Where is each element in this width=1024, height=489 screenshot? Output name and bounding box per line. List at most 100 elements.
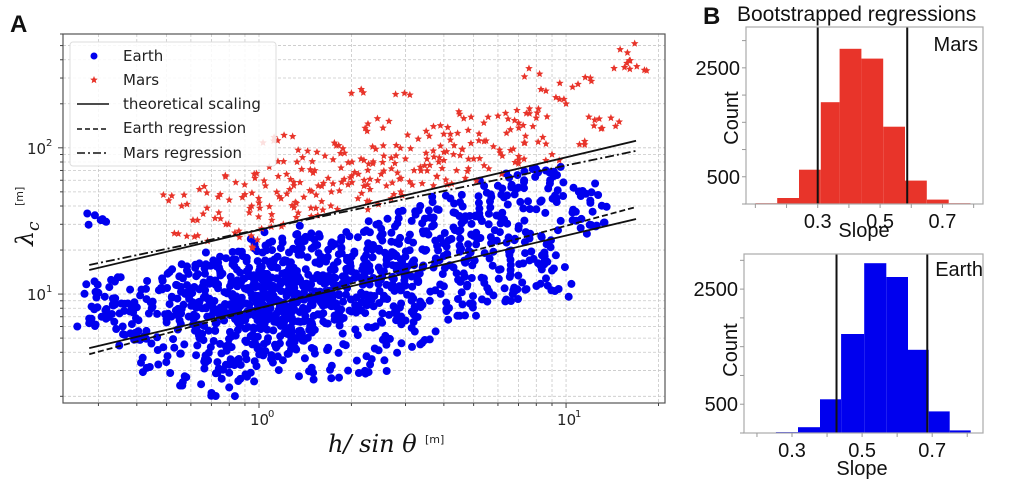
mars-point <box>307 187 316 195</box>
mars-point <box>464 126 472 134</box>
earth-point <box>227 343 236 352</box>
earth-point <box>362 226 371 235</box>
mars-point <box>312 204 320 212</box>
mars-point <box>525 104 534 112</box>
earth-point <box>163 352 172 361</box>
earth-point <box>301 232 310 241</box>
earth-point <box>478 295 486 304</box>
mars-point <box>422 127 430 135</box>
earth-point <box>588 207 597 216</box>
mars-point <box>387 164 396 172</box>
earth-histogram-bar <box>949 430 971 433</box>
mars-point <box>590 121 598 130</box>
mars-point <box>453 129 462 137</box>
earth-point <box>326 365 334 374</box>
mars-point <box>595 114 604 123</box>
mars-point <box>580 140 589 148</box>
earth-point <box>600 218 609 227</box>
mars-point <box>339 144 347 152</box>
mars-point <box>529 122 537 130</box>
mars-histogram-x-tick-label: 0.5 <box>866 211 894 233</box>
mars-point <box>199 209 207 218</box>
earth-point <box>524 197 532 206</box>
earth-point <box>449 263 458 272</box>
x-tick-label-exponent: 0 <box>268 409 274 420</box>
mars-point <box>410 166 418 174</box>
earth-histogram-bar <box>864 263 887 433</box>
mars-point <box>467 139 475 147</box>
earth-histogram-annotation: Earth <box>935 259 983 281</box>
earth-point <box>378 335 387 344</box>
mars-point <box>337 178 346 186</box>
earth-point <box>528 165 537 174</box>
mars-point <box>429 181 438 189</box>
mars-point <box>364 166 372 174</box>
mars-histogram-bar <box>799 169 821 204</box>
mars-point <box>277 194 285 202</box>
earth-point <box>457 190 466 199</box>
mars-point <box>429 146 438 155</box>
earth-point <box>231 255 240 264</box>
x-tick-label-exponent: 1 <box>575 409 581 420</box>
earth-point <box>228 248 237 256</box>
mars-point <box>432 172 441 180</box>
x-axis-title-text: h/ sin θ <box>328 430 417 458</box>
earth-point <box>472 228 481 237</box>
earth-point <box>503 200 512 209</box>
earth-point <box>364 368 373 377</box>
earth-point <box>514 222 523 231</box>
mars-point <box>340 149 349 157</box>
earth-point <box>238 252 247 261</box>
earth-point <box>142 363 151 372</box>
earth-point <box>514 271 523 280</box>
earth-point <box>391 222 399 231</box>
mars-point <box>560 95 568 103</box>
earth-point <box>353 233 362 242</box>
earth-point <box>551 251 560 260</box>
mars-point <box>475 129 483 138</box>
earth-point <box>102 217 111 226</box>
earth-point <box>436 289 445 298</box>
earth-point <box>309 274 317 283</box>
earth-point <box>278 356 287 365</box>
earth-point <box>198 282 207 291</box>
earth-point <box>253 316 262 325</box>
y-tick-label: 10 <box>27 286 46 304</box>
earth-point <box>214 284 222 293</box>
earth-point <box>383 214 392 223</box>
earth-point <box>163 284 172 292</box>
mars-point <box>336 149 345 157</box>
legend-mars-label: Mars <box>123 71 159 89</box>
earth-point <box>455 212 464 220</box>
mars-point <box>418 179 426 187</box>
earth-point <box>110 317 119 326</box>
earth-point <box>262 313 271 322</box>
mars-histogram-ylabel: Count <box>721 91 743 145</box>
mars-point <box>159 190 168 199</box>
mars-point <box>379 141 388 149</box>
earth-point <box>263 325 272 334</box>
earth-point <box>397 339 406 348</box>
mars-point <box>297 165 306 173</box>
earth-point <box>337 236 346 245</box>
mars-point <box>363 197 371 205</box>
mars-point <box>292 213 301 221</box>
earth-point <box>586 196 595 205</box>
earth-point <box>453 311 462 320</box>
mars-point <box>406 144 415 152</box>
mars-point <box>240 180 249 188</box>
mars-point <box>371 145 380 153</box>
earth-point <box>162 358 171 367</box>
panel-a-label: A <box>10 11 27 38</box>
earth-point <box>485 287 493 296</box>
earth-point <box>519 204 528 213</box>
legend-box <box>69 41 277 167</box>
earth-point <box>127 320 136 329</box>
earth-point <box>519 259 528 268</box>
earth-bars <box>775 263 971 433</box>
earth-point <box>380 356 389 365</box>
earth-point <box>374 219 383 228</box>
earth-point <box>195 259 204 268</box>
earth-point <box>488 261 497 270</box>
